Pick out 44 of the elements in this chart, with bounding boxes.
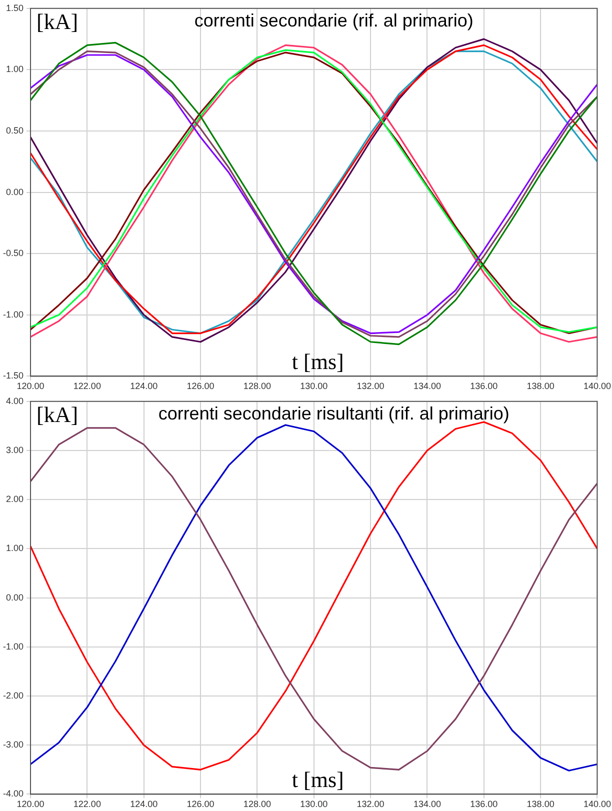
y-tick-label: 1.50 bbox=[6, 2, 24, 13]
x-tick-label: 138.00 bbox=[526, 799, 554, 810]
y-tick-label: -0.50 bbox=[3, 248, 24, 258]
x-tick-label: 130.00 bbox=[300, 381, 328, 392]
y-tick-label: -4.00 bbox=[3, 788, 24, 799]
x-tick-label: 132.00 bbox=[356, 381, 384, 392]
x-tick-label: 132.00 bbox=[356, 799, 384, 810]
x-tick-label: 120.00 bbox=[16, 799, 44, 810]
x-tick-label: 128.00 bbox=[243, 799, 271, 810]
y-tick-label: -1.50 bbox=[3, 370, 24, 381]
x-tick-label: 124.00 bbox=[130, 381, 158, 392]
y-tick-label: 2.00 bbox=[6, 494, 24, 504]
x-tick-label: 134.00 bbox=[413, 799, 441, 810]
y-tick-label: 1.00 bbox=[6, 64, 24, 74]
x-tick-label: 140.00 bbox=[583, 381, 611, 392]
y-tick-label: -2.00 bbox=[3, 690, 24, 700]
y-tick-label: 0.50 bbox=[6, 125, 24, 136]
y-tick-label: -3.00 bbox=[3, 740, 24, 750]
y-tick-label: 4.00 bbox=[6, 396, 24, 406]
chart-title: correnti secondarie risultanti (rif. al primario) bbox=[158, 403, 510, 424]
y-tick-label: 3.00 bbox=[6, 444, 24, 455]
x-tick-label: 126.00 bbox=[186, 799, 214, 810]
x-tick-label: 134.00 bbox=[413, 381, 441, 392]
y-axis-title: [kA] bbox=[36, 9, 78, 34]
x-tick-label: 136.00 bbox=[470, 799, 498, 810]
x-tick-label: 138.00 bbox=[526, 381, 554, 392]
y-tick-label: 0.00 bbox=[6, 592, 24, 602]
x-tick-label: 124.00 bbox=[130, 799, 158, 810]
y-tick-label: 0.00 bbox=[6, 186, 24, 197]
x-tick-label: 126.00 bbox=[186, 381, 214, 392]
y-tick-label: -1.00 bbox=[3, 309, 24, 320]
y-tick-label: -1.00 bbox=[3, 641, 24, 652]
x-tick-label: 136.00 bbox=[470, 381, 498, 392]
x-tick-label: 128.00 bbox=[243, 381, 271, 392]
y-axis-title: [kA] bbox=[36, 402, 78, 428]
x-axis-title: t [ms] bbox=[292, 766, 344, 792]
x-tick-label: 130.00 bbox=[300, 799, 328, 810]
chart-title: correnti secondarie (rif. al primario) bbox=[194, 10, 474, 30]
x-axis-title: t [ms] bbox=[292, 348, 344, 374]
x-tick-label: 122.00 bbox=[73, 381, 101, 392]
x-tick-label: 140.00 bbox=[583, 799, 611, 810]
x-tick-label: 120.00 bbox=[16, 381, 44, 392]
y-tick-label: 1.00 bbox=[6, 543, 24, 554]
x-tick-label: 122.00 bbox=[73, 799, 101, 810]
